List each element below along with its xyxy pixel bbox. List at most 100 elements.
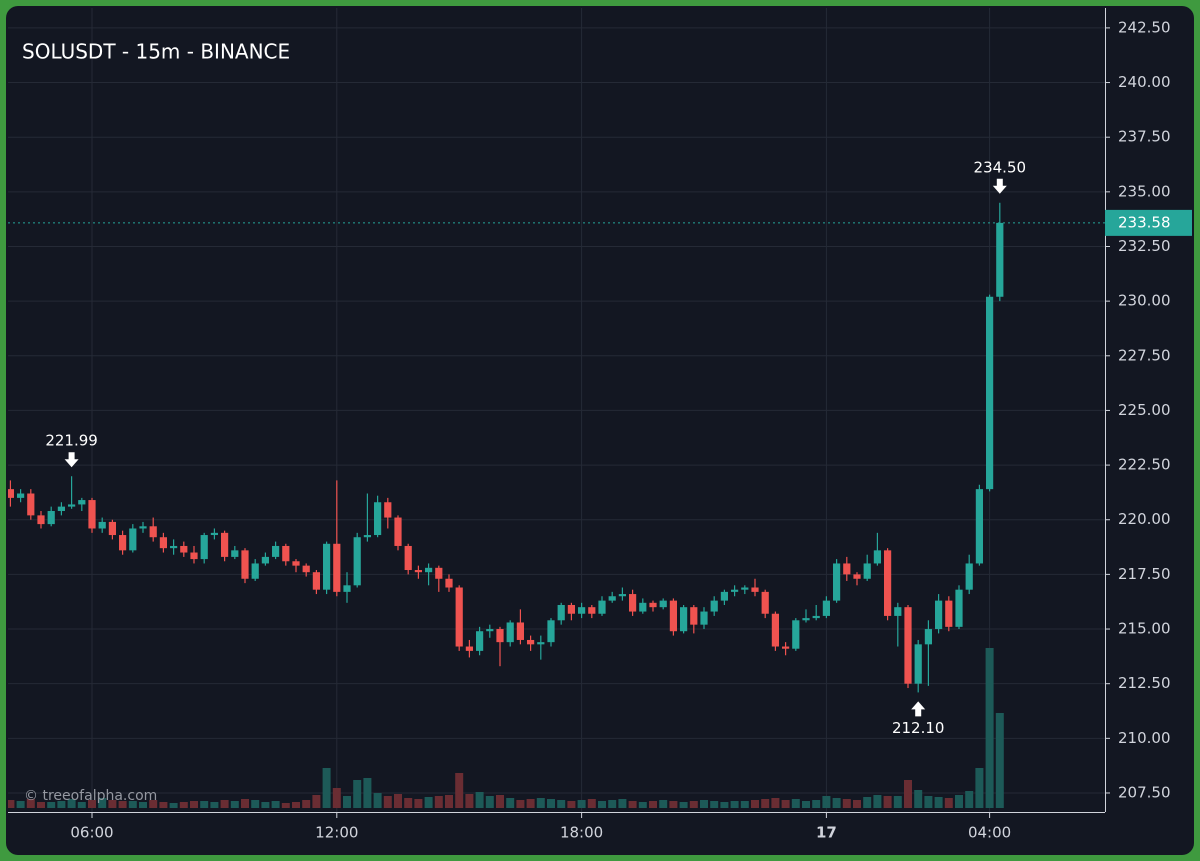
candle-body <box>404 545 412 571</box>
x-tick-label: 04:00 <box>968 824 1011 842</box>
annotation-arrow <box>911 701 926 717</box>
volume-bar <box>159 802 168 808</box>
candle-body <box>751 587 759 592</box>
volume-bar <box>679 802 688 808</box>
volume-bar <box>108 800 117 808</box>
candle-body <box>894 607 902 616</box>
chart-title: SOLUSDT - 15m - BINANCE <box>22 40 290 64</box>
candle-body <box>516 622 524 640</box>
y-tick-label: 227.50 <box>1118 346 1171 364</box>
candle-body <box>690 607 698 625</box>
candle-body <box>465 646 473 651</box>
candle-body <box>159 537 167 549</box>
y-tick-label: 207.50 <box>1118 783 1171 801</box>
volume-bar <box>853 800 861 808</box>
volume-bar <box>944 798 953 808</box>
volume-bar <box>526 799 535 808</box>
volume-bar <box>985 648 994 808</box>
candle-body <box>435 567 443 579</box>
candle-body <box>496 629 504 643</box>
candle-body <box>129 528 137 551</box>
volume-bar <box>547 799 555 808</box>
volume-bar <box>414 799 423 808</box>
candle-body <box>425 567 433 573</box>
y-tick-label: 242.50 <box>1118 18 1171 36</box>
volume-bar <box>16 801 25 808</box>
volume-bar <box>659 800 668 808</box>
candle-body <box>180 545 188 553</box>
volume-bar <box>751 800 759 808</box>
annotation-label: 234.50 <box>974 158 1027 176</box>
candle-body <box>27 493 35 516</box>
volume-bar <box>842 799 851 808</box>
annotation-label: 212.10 <box>892 719 945 737</box>
candle-body <box>547 620 555 643</box>
candle-body <box>843 563 851 575</box>
candle-body <box>975 489 983 564</box>
candle-body <box>639 602 647 612</box>
candle-body <box>108 521 116 536</box>
x-tick-label: 12:00 <box>315 824 358 842</box>
candle-body <box>37 515 45 525</box>
candle-body <box>98 521 106 529</box>
volume-bar <box>424 797 433 808</box>
volume-bar <box>312 795 321 808</box>
volume-bar <box>251 800 260 808</box>
volume-bar <box>128 801 137 808</box>
volume-bar <box>975 768 984 808</box>
y-tick-label: 212.50 <box>1118 674 1171 692</box>
volume-bar <box>587 799 596 808</box>
volume-bar <box>863 797 872 808</box>
volume-bar <box>496 795 504 808</box>
candle-body <box>731 589 739 592</box>
candle-body <box>363 535 371 538</box>
volume-bar <box>669 801 678 808</box>
chart-background <box>6 6 1194 855</box>
volume-bar <box>169 803 178 808</box>
volume-bar <box>955 795 963 808</box>
candle-body <box>455 587 463 647</box>
candle-body <box>986 296 994 490</box>
candle-body <box>598 600 606 614</box>
volume-bar <box>771 798 780 808</box>
volume-bar <box>740 801 749 808</box>
volume-bar <box>475 792 484 808</box>
volume-bar <box>720 802 729 808</box>
volume-bar <box>883 796 892 808</box>
candle-body <box>608 596 616 601</box>
candle-body <box>384 502 392 518</box>
volume-bar <box>394 794 402 808</box>
volume-bar <box>781 800 790 808</box>
candle-body <box>292 561 300 566</box>
volume-bar <box>965 791 974 808</box>
watermark: © treeofalpha.com <box>24 788 157 804</box>
volume-bar <box>485 796 494 808</box>
volume-bar <box>322 768 331 808</box>
y-tick-label: 240.00 <box>1118 73 1171 91</box>
candle-body <box>47 510 55 525</box>
candle-body <box>282 545 290 562</box>
volume-bar <box>67 799 76 808</box>
volume-bar <box>618 799 627 808</box>
volume-bar <box>465 794 474 808</box>
volume-bar <box>139 802 147 808</box>
candle-body <box>78 500 86 505</box>
volume-bar <box>557 800 566 808</box>
y-tick-label: 217.50 <box>1118 565 1171 583</box>
volume-bar <box>822 796 831 808</box>
annotation-arrow <box>64 452 79 468</box>
candle-body <box>588 607 596 614</box>
candle-body <box>149 526 157 538</box>
candle-body <box>353 537 361 586</box>
volume-bar <box>873 795 882 808</box>
candle-body <box>8 489 14 498</box>
plot-area <box>8 8 1105 812</box>
volume-bar <box>608 800 617 808</box>
candle-body <box>649 602 657 608</box>
y-tick-label: 232.50 <box>1118 237 1171 255</box>
volume-bar <box>455 773 464 808</box>
volume-bar <box>190 801 198 808</box>
volume-bar <box>689 801 698 808</box>
volume-bar <box>506 798 515 808</box>
volume-bar <box>230 801 239 808</box>
